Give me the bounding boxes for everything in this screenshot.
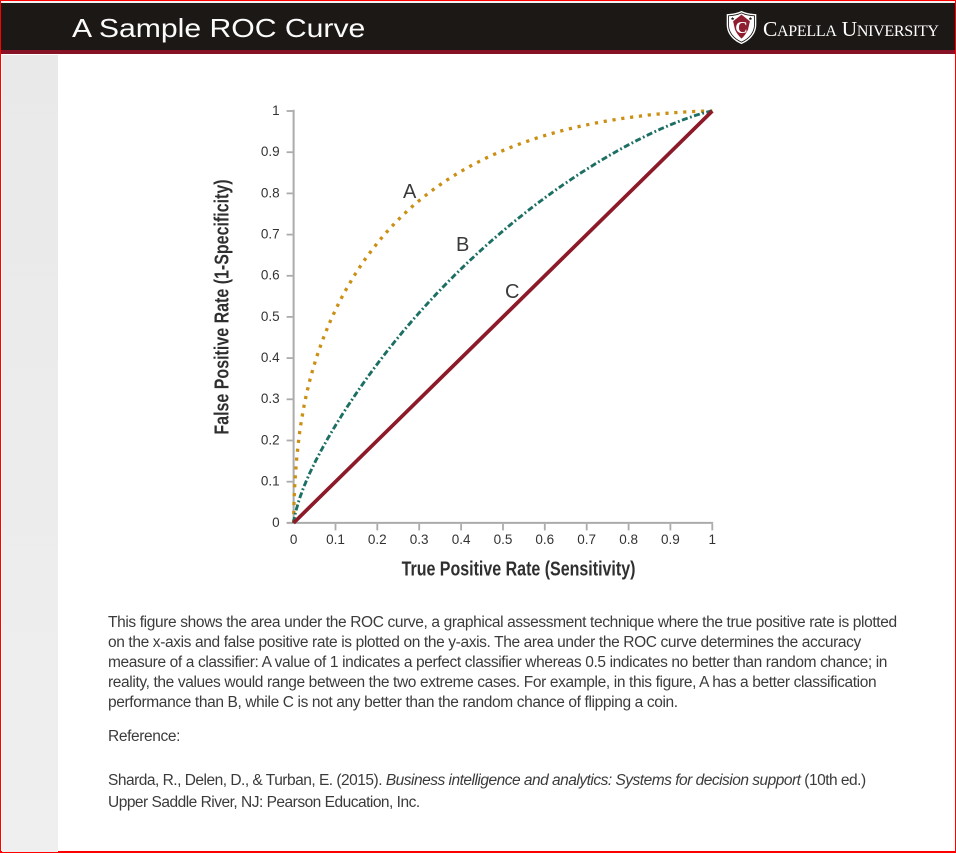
svg-text:A: A xyxy=(403,181,417,203)
svg-text:B: B xyxy=(456,234,469,256)
svg-text:0.2: 0.2 xyxy=(261,432,280,447)
svg-text:0.3: 0.3 xyxy=(410,532,429,547)
svg-text:C: C xyxy=(505,281,519,303)
svg-text:1: 1 xyxy=(272,103,280,118)
svg-text:C: C xyxy=(735,18,747,37)
svg-text:0: 0 xyxy=(290,532,298,547)
svg-text:0.9: 0.9 xyxy=(661,532,680,547)
svg-text:0.1: 0.1 xyxy=(326,532,345,547)
svg-text:0: 0 xyxy=(272,515,280,530)
svg-text:CAPELLA UNIVERSITY: CAPELLA UNIVERSITY xyxy=(763,17,939,41)
svg-text:1: 1 xyxy=(709,532,717,547)
svg-text:0.4: 0.4 xyxy=(261,350,280,365)
svg-text:0.9: 0.9 xyxy=(261,144,280,159)
svg-text:0.8: 0.8 xyxy=(619,532,638,547)
svg-text:0.4: 0.4 xyxy=(452,532,471,547)
svg-text:False Positive Rate (1-Specifi: False Positive Rate (1-Specificity) xyxy=(211,179,233,434)
svg-text:0.6: 0.6 xyxy=(535,532,554,547)
svg-text:0.8: 0.8 xyxy=(261,185,280,200)
svg-text:0.6: 0.6 xyxy=(261,268,280,283)
svg-text:0.7: 0.7 xyxy=(261,227,280,242)
svg-text:0.5: 0.5 xyxy=(494,532,513,547)
svg-text:0.1: 0.1 xyxy=(261,474,280,489)
svg-text:0.7: 0.7 xyxy=(577,532,596,547)
svg-text:True Positive Rate (Sensitivit: True Positive Rate (Sensitivity) xyxy=(402,558,636,580)
svg-text:0.2: 0.2 xyxy=(368,532,387,547)
svg-text:0.3: 0.3 xyxy=(261,391,280,406)
svg-text:0.5: 0.5 xyxy=(261,309,280,324)
